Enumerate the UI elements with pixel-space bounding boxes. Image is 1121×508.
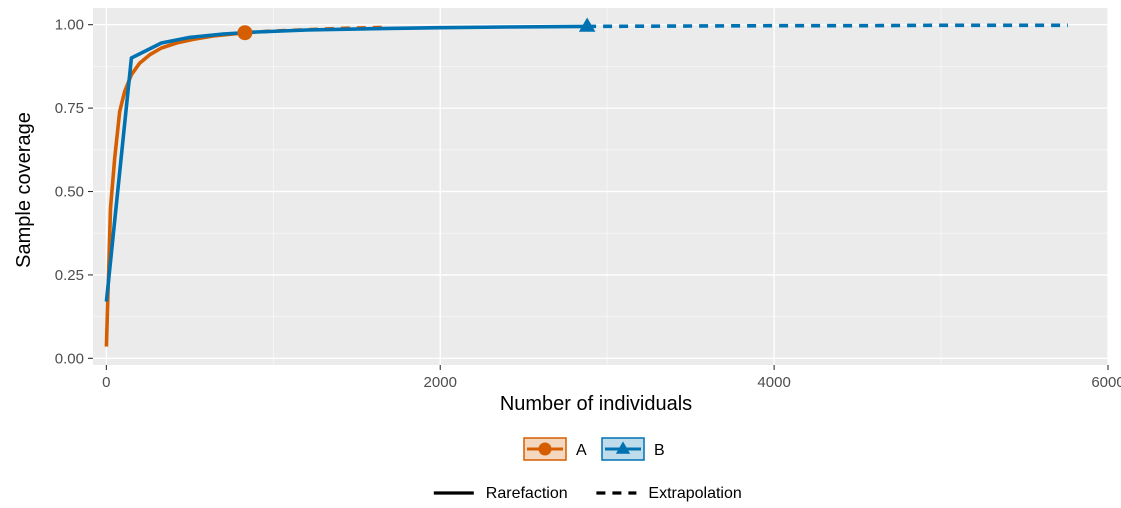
y-tick-label: 1.00 <box>55 17 84 34</box>
y-tick-label: 0.00 <box>55 350 84 367</box>
legend-a-label: A <box>576 442 587 459</box>
series-b-extrapolation-line <box>587 23 1068 29</box>
legend-dashed-label: Extrapolation <box>648 485 741 502</box>
y-tick-label: 0.75 <box>55 100 84 117</box>
y-tick-label: 0.25 <box>55 267 84 284</box>
x-axis-title: Number of individuals <box>500 393 692 415</box>
legend-solid-label: Rarefaction <box>486 485 568 502</box>
x-tick-label: 6000 <box>1091 374 1121 391</box>
series-b-observed-point <box>578 17 596 32</box>
plot-panel <box>93 8 1108 365</box>
series-layer <box>104 17 1068 347</box>
legend-b-key-marker <box>615 441 631 454</box>
y-axis-title: Sample coverage <box>13 112 35 268</box>
x-axis: 0 2000 4000 6000 <box>102 365 1121 391</box>
series-b-rarefaction-line <box>104 24 588 302</box>
x-tick-label: 4000 <box>757 374 790 391</box>
x-tick-label: 0 <box>102 374 110 391</box>
legend-b-label: B <box>654 442 665 459</box>
legend-a-key-marker <box>538 442 552 456</box>
grid-minor <box>93 8 1108 365</box>
x-tick-label: 2000 <box>424 374 457 391</box>
y-tick-label: 0.50 <box>55 184 84 201</box>
legend-linetype: Rarefaction Extrapolation <box>433 485 742 502</box>
series-a-observed-point <box>237 25 253 41</box>
y-axis: 0.00 0.25 0.50 0.75 1.00 <box>55 17 93 367</box>
